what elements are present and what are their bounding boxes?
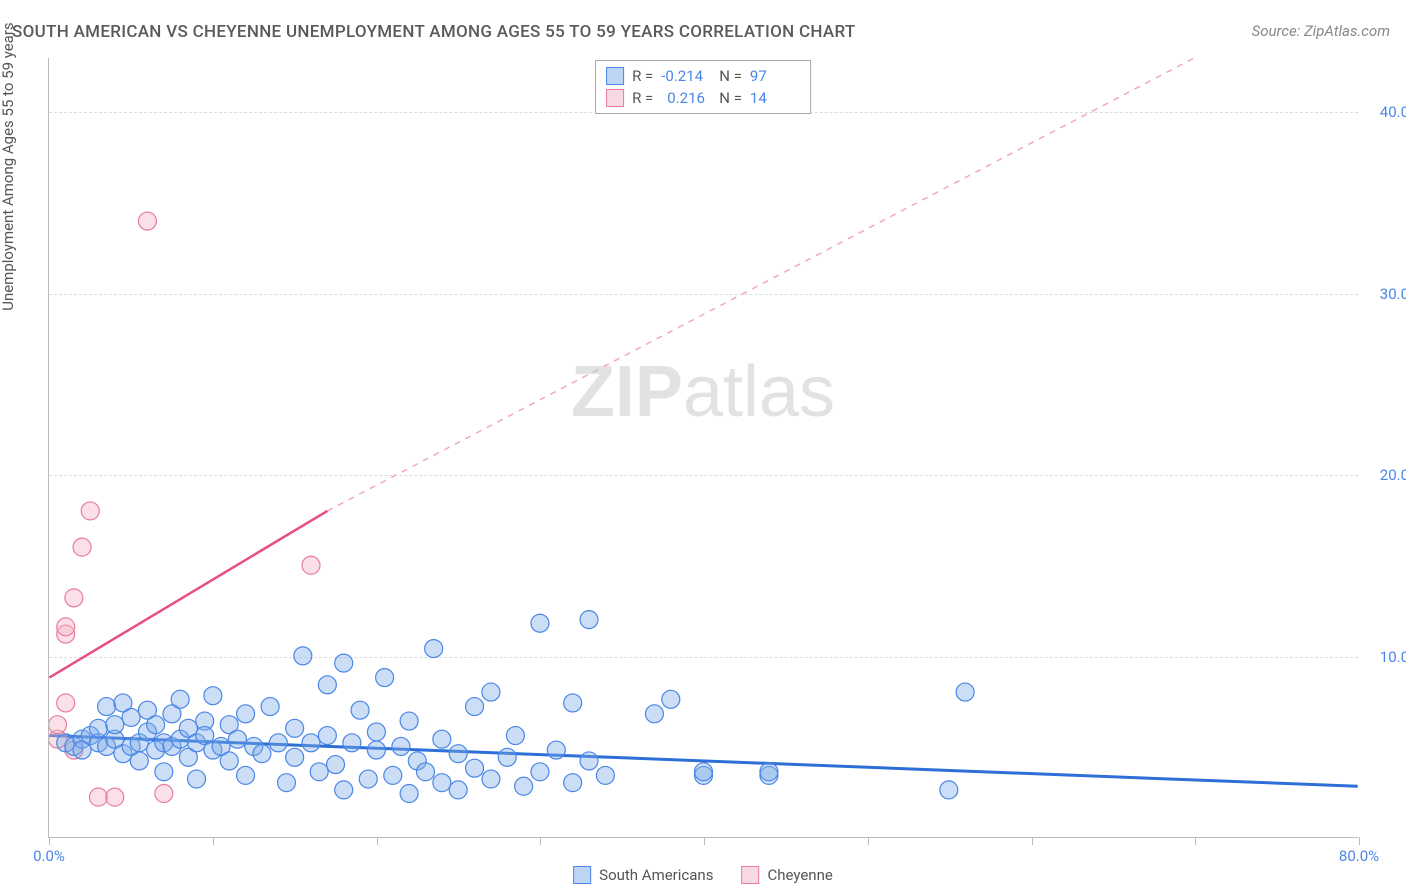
legend-swatch-pink <box>741 866 759 884</box>
y-tick-label: 20.0% <box>1380 466 1406 484</box>
x-tick <box>1195 837 1196 845</box>
legend-swatch-pink <box>606 89 624 107</box>
legend-r-value-pink: 0.216 <box>661 89 711 107</box>
legend-row-cheyenne: R = 0.216 N = 14 <box>606 87 800 109</box>
legend-r-label: R = <box>632 67 653 85</box>
y-axis-label: Unemployment Among Ages 55 to 59 years <box>0 22 17 310</box>
legend-row-south-americans: R = -0.214 N = 97 <box>606 65 800 87</box>
x-tick <box>704 837 705 845</box>
x-tick <box>540 837 541 845</box>
x-tick <box>868 837 869 845</box>
x-tick-label: 0.0% <box>33 847 65 865</box>
x-tick <box>1359 837 1360 845</box>
plot-area: 10.0%20.0%30.0%40.0%0.0%80.0% <box>48 58 1358 838</box>
legend-label: Cheyenne <box>767 866 832 884</box>
y-tick-label: 40.0% <box>1380 103 1406 121</box>
x-tick <box>213 837 214 845</box>
legend-swatch-blue <box>606 67 624 85</box>
series-legend: South Americans Cheyenne <box>573 866 833 884</box>
x-tick <box>49 837 50 845</box>
y-tick-label: 10.0% <box>1380 648 1406 666</box>
x-tick <box>1032 837 1033 845</box>
scatter-svg <box>49 58 1358 837</box>
correlation-legend: R = -0.214 N = 97 R = 0.216 N = 14 <box>595 60 811 114</box>
y-tick-label: 30.0% <box>1380 285 1406 303</box>
legend-label: South Americans <box>599 866 713 884</box>
chart-title: SOUTH AMERICAN VS CHEYENNE UNEMPLOYMENT … <box>12 22 856 42</box>
legend-n-value-pink: 14 <box>750 89 800 107</box>
source-attribution: Source: ZipAtlas.com <box>1252 22 1390 40</box>
legend-item-south-americans: South Americans <box>573 866 713 884</box>
legend-n-value-blue: 97 <box>750 67 800 85</box>
legend-n-label: N = <box>719 89 742 107</box>
legend-n-label: N = <box>719 67 742 85</box>
legend-swatch-blue <box>573 866 591 884</box>
legend-r-value-blue: -0.214 <box>661 67 711 85</box>
x-tick <box>377 837 378 845</box>
legend-item-cheyenne: Cheyenne <box>741 866 832 884</box>
x-tick-label: 80.0% <box>1339 847 1379 865</box>
legend-r-label: R = <box>632 89 653 107</box>
